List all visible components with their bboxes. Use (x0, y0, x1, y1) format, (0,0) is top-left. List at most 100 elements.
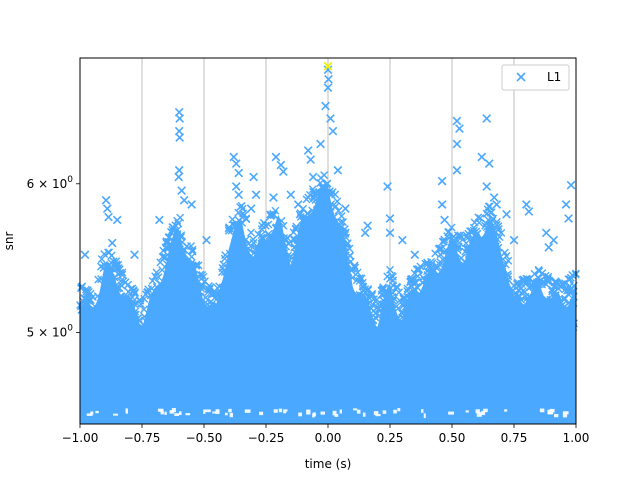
dense-point (162, 287, 171, 296)
dense-point (141, 290, 150, 299)
dense-point (486, 305, 495, 314)
dense-gap (90, 411, 94, 415)
dense-point (304, 214, 313, 223)
dense-point (158, 303, 167, 312)
dense-point (484, 215, 493, 224)
point-70 (541, 228, 551, 238)
dense-point (498, 276, 507, 285)
dense-point (339, 218, 348, 227)
y-axis-label: snr (2, 232, 16, 251)
dense-point (434, 285, 443, 294)
dense-point (479, 241, 488, 250)
dense-point (221, 251, 230, 260)
dense-point (120, 310, 129, 319)
dense-point (264, 229, 273, 238)
dense-point (462, 259, 471, 268)
dense-point (331, 202, 340, 211)
dense-point (419, 273, 428, 282)
dense-point (178, 292, 187, 301)
dense-point (318, 273, 327, 282)
dense-point (388, 293, 397, 302)
dense-point (318, 243, 327, 252)
point-54 (437, 200, 447, 209)
dense-point (438, 306, 447, 315)
dense-point (139, 323, 148, 332)
dense-point (261, 221, 270, 230)
dense-point (290, 243, 299, 252)
dense-point (550, 341, 559, 350)
dense-point (352, 328, 361, 337)
dense-point (194, 261, 203, 270)
dense-gap (95, 410, 99, 414)
dense-point (367, 334, 376, 343)
dense-point (234, 216, 243, 225)
point-16 (179, 195, 189, 205)
dense-point (132, 323, 141, 332)
dense-point (280, 252, 289, 261)
dense-gap (562, 412, 568, 418)
dense-point (479, 277, 488, 286)
dense-point (252, 324, 261, 333)
dense-point (132, 326, 141, 335)
dense-point (246, 309, 255, 318)
dense-point (244, 239, 253, 248)
dense-point (272, 233, 281, 242)
dense-gap (205, 409, 211, 413)
dense-point (241, 258, 250, 267)
point-55 (440, 215, 449, 225)
point-18 (202, 235, 211, 245)
dense-point (148, 276, 157, 285)
dense-point (280, 266, 289, 275)
dense-point (414, 333, 423, 342)
point-75 (566, 180, 576, 190)
dense-point (77, 305, 86, 314)
dense-point (130, 289, 139, 298)
dense-point (177, 233, 186, 242)
dense-point (493, 235, 502, 244)
point-52 (410, 250, 420, 260)
dense-point (174, 313, 183, 322)
x-tick-label-1: −0.75 (124, 431, 161, 445)
x-tick-label-2: −0.50 (186, 431, 223, 445)
dense-point (435, 260, 444, 269)
dense-point (188, 247, 197, 256)
dense-gap (283, 411, 287, 414)
dense-point (389, 326, 398, 335)
dense-point (561, 323, 570, 332)
x-axis-label: time (s) (305, 457, 352, 471)
dense-point (529, 282, 538, 291)
dense-point (289, 306, 298, 315)
dense-point (109, 313, 118, 322)
dense-gap (465, 410, 469, 413)
dense-point (526, 338, 535, 347)
dense-point (244, 257, 253, 266)
dense-point (141, 340, 150, 349)
dense-point (230, 232, 239, 241)
dense-point (289, 234, 298, 243)
point-2 (104, 212, 113, 222)
x-tick-label-4: 0.00 (315, 431, 342, 445)
dense-point (408, 286, 417, 295)
point-59 (452, 165, 462, 175)
dense-point (539, 329, 548, 338)
dense-gap (171, 408, 176, 413)
dense-point (302, 263, 311, 272)
dense-point (515, 317, 524, 326)
legend-label-l1: L1 (547, 70, 561, 84)
dense-point (502, 252, 511, 260)
dense-point (359, 326, 368, 335)
dense-point (453, 231, 462, 240)
dense-point (414, 290, 423, 299)
dense-point (273, 286, 282, 295)
dense-point (337, 261, 346, 270)
dense-point (318, 205, 327, 214)
dense-point (169, 223, 178, 232)
dense-point (394, 288, 403, 297)
dense-point (388, 343, 397, 352)
dense-point (555, 349, 564, 358)
dense-point (215, 297, 224, 306)
dense-point (373, 346, 382, 355)
dense-point (94, 316, 103, 325)
point-42 (326, 114, 335, 123)
dense-point (361, 285, 370, 294)
